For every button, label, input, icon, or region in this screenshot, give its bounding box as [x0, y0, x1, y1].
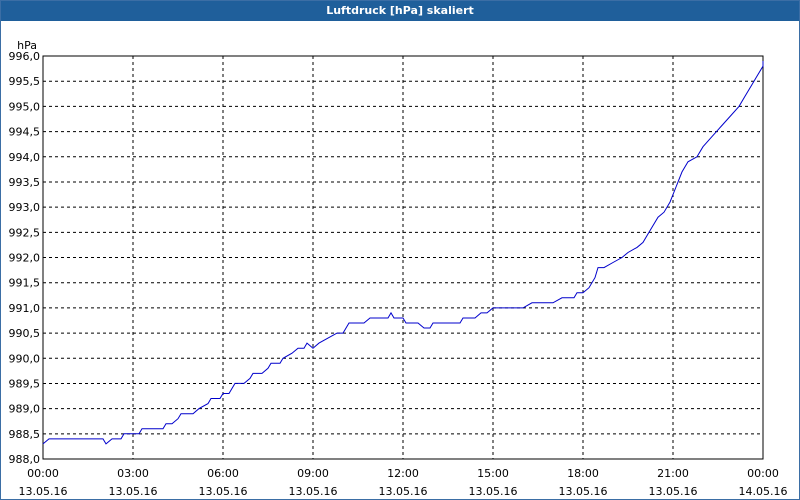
- y-tick-label: 988,5: [9, 428, 41, 441]
- y-tick-label: 996,0: [9, 50, 41, 63]
- x-tick-date-label: 13.05.16: [469, 485, 518, 498]
- x-tick-date-label: 13.05.16: [649, 485, 698, 498]
- y-tick-label: 989,5: [9, 377, 41, 390]
- y-axis: 988,0 988,5 989,0 989,5 990,0 990,5 991,0 991,5…: [9, 50, 41, 466]
- x-tick-date-label: 13.05.16: [289, 485, 338, 498]
- x-tick-date-label: 13.05.16: [19, 485, 68, 498]
- y-tick-label: 990,0: [9, 352, 41, 365]
- x-tick-time-label: 21:00: [657, 467, 689, 480]
- x-tick-time-label: 03:00: [117, 467, 149, 480]
- y-tick-label: 991,0: [9, 302, 41, 315]
- y-axis-unit-label: hPa: [17, 39, 37, 52]
- y-tick-label: 988,0: [9, 453, 41, 466]
- y-tick-label: 992,0: [9, 252, 41, 265]
- data-series: [42, 61, 764, 445]
- y-tick-label: 995,5: [9, 75, 41, 88]
- x-tick-time-label: 00:00: [27, 467, 59, 480]
- grid: [43, 56, 763, 459]
- x-tick-date-label: 13.05.16: [379, 485, 428, 498]
- x-tick-time-label: 15:00: [477, 467, 509, 480]
- window-title: Luftdruck [hPa] skaliert: [1, 1, 799, 21]
- y-tick-label: 994,0: [9, 151, 41, 164]
- x-tick-date-label: 13.05.16: [559, 485, 608, 498]
- y-tick-label: 989,0: [9, 403, 41, 416]
- y-tick-label: 993,0: [9, 201, 41, 214]
- x-axis: 00:00 13.05.16 03:00 13.05.16 06:00 13.05.16 0…: [19, 467, 788, 498]
- x-tick-time-label: 09:00: [297, 467, 329, 480]
- y-tick-label: 995,0: [9, 100, 41, 113]
- pressure-series-line: [42, 61, 764, 445]
- y-tick-label: 991,5: [9, 277, 41, 290]
- plot-border: [42, 55, 764, 460]
- x-tick-time-label: 18:00: [567, 467, 599, 480]
- x-tick-date-label: 14.05.16: [739, 485, 788, 498]
- x-tick-date-label: 13.05.16: [199, 485, 248, 498]
- y-tick-label: 990,5: [9, 327, 41, 340]
- x-tick-time-label: 06:00: [207, 467, 239, 480]
- x-tick-time-label: 00:00: [747, 467, 779, 480]
- x-tick-date-label: 13.05.16: [109, 485, 158, 498]
- y-tick-label: 994,5: [9, 126, 41, 139]
- y-tick-label: 993,5: [9, 176, 41, 189]
- y-tick-label: 992,5: [9, 226, 41, 239]
- x-tick-time-label: 12:00: [387, 467, 419, 480]
- pressure-chart: 988,0 988,5 989,0 989,5 990,0 990,5 991,0 991,5…: [9, 39, 788, 498]
